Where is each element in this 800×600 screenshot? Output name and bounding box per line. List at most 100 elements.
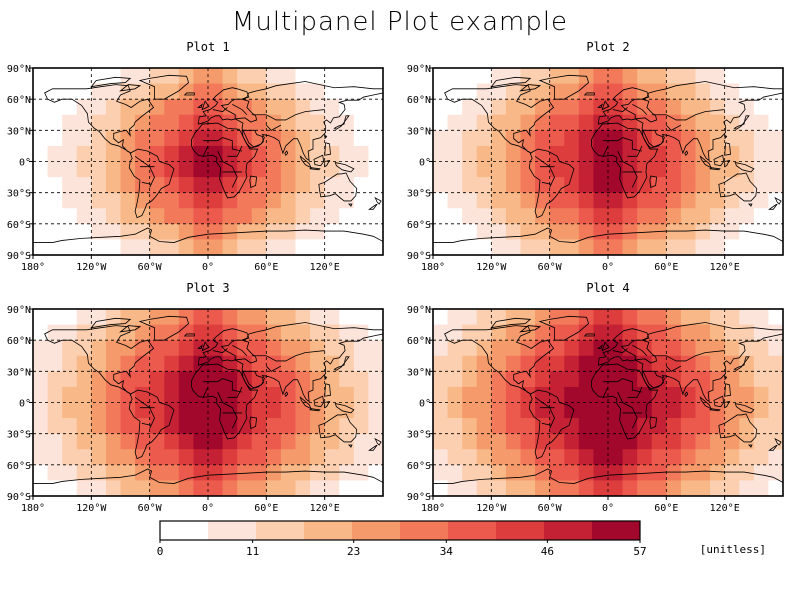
heatmap-cell: [549, 239, 565, 255]
heatmap-cell: [295, 433, 311, 450]
panel-title: Plot 1: [186, 40, 229, 54]
heatmap-cell: [266, 161, 282, 178]
heatmap-cell: [91, 192, 107, 209]
heatmap-cell: [237, 239, 253, 255]
heatmap-cell: [91, 402, 107, 419]
heatmap-cell: [76, 449, 92, 466]
heatmap-cell: [368, 418, 383, 435]
heatmap-cell: [295, 208, 311, 225]
heatmap-cell: [149, 239, 165, 255]
heatmap-cell: [62, 208, 78, 225]
y-tick-label: 90°S: [407, 492, 431, 503]
heatmap-cell: [295, 192, 311, 209]
heatmap-cell: [310, 99, 326, 116]
heatmap-cell: [251, 433, 267, 450]
heatmap-cell: [753, 340, 770, 357]
y-tick-label: 90°N: [407, 305, 431, 316]
heatmap-cell: [47, 355, 63, 372]
heatmap-cell: [505, 464, 522, 482]
heatmap-cell: [637, 83, 653, 100]
heatmap-cell: [564, 239, 580, 255]
heatmap-cell: [222, 480, 238, 496]
heatmap-cell: [135, 68, 151, 85]
heatmap-cell: [695, 177, 711, 194]
heatmap-cell: [251, 464, 267, 482]
heatmap-cell: [120, 449, 136, 466]
heatmap-cell: [724, 177, 740, 194]
heatmap-cell: [520, 161, 536, 178]
heatmap-cell: [62, 355, 78, 372]
heatmap-cell: [280, 99, 297, 116]
heatmap-cell: [724, 114, 740, 131]
heatmap-cell: [549, 402, 565, 419]
heatmap-cell: [651, 371, 667, 388]
heatmap-cell: [608, 418, 624, 435]
heatmap-cell: [622, 208, 638, 225]
heatmap-cell: [280, 402, 297, 419]
heatmap-cell: [447, 130, 463, 147]
heatmap-cell: [710, 208, 726, 225]
heatmap-cell: [520, 433, 536, 450]
heatmap-cell: [447, 355, 463, 372]
heatmap-cell: [710, 68, 726, 85]
heatmap-cell: [535, 130, 551, 147]
heatmap-cell: [135, 309, 151, 326]
heatmap-cell: [578, 324, 595, 341]
heatmap-cell: [564, 83, 580, 100]
heatmap-cell: [47, 418, 63, 435]
heatmap-cell: [193, 192, 209, 209]
heatmap-cell: [251, 130, 267, 147]
heatmap-cell: [62, 480, 78, 496]
heatmap-cell: [476, 309, 492, 326]
heatmap-cell: [724, 130, 740, 147]
heatmap-cell: [520, 68, 536, 85]
heatmap-cell: [62, 386, 78, 404]
heatmap-cell: [237, 480, 253, 496]
heatmap-cell: [462, 223, 478, 241]
heatmap-cell: [47, 161, 63, 178]
heatmap-cell: [237, 386, 253, 404]
heatmap-cell: [295, 418, 311, 435]
heatmap-cell: [593, 324, 609, 341]
heatmap-cell: [76, 309, 92, 326]
heatmap-cell: [149, 130, 165, 147]
heatmap-cell: [535, 161, 551, 178]
heatmap-cell: [622, 309, 638, 326]
heatmap-cell: [62, 99, 78, 116]
heatmap-cell: [491, 130, 507, 147]
heatmap-cell: [266, 177, 282, 194]
heatmap-cell: [76, 83, 92, 100]
heatmap-cell: [564, 340, 580, 357]
heatmap-cell: [666, 239, 682, 255]
heatmap-cell: [47, 464, 63, 482]
heatmap-cell: [135, 386, 151, 404]
heatmap-cell: [695, 386, 711, 404]
heatmap-cell: [33, 99, 49, 116]
heatmap-cell: [62, 145, 78, 163]
heatmap-cell: [105, 192, 122, 209]
heatmap-cell: [520, 114, 536, 131]
heatmap-cell: [447, 83, 463, 100]
heatmap-cell: [33, 449, 49, 466]
heatmap-cell: [608, 480, 624, 496]
heatmap-cell: [564, 68, 580, 85]
heatmap-cell: [564, 402, 580, 419]
heatmap-cell: [433, 355, 449, 372]
heatmap-cell: [33, 83, 49, 100]
heatmap-cell: [578, 177, 595, 194]
heatmap-cell: [353, 480, 370, 496]
heatmap-cell: [578, 208, 595, 225]
heatmap-cell: [651, 223, 667, 241]
heatmap-cell: [76, 340, 92, 357]
heatmap-cell: [724, 371, 740, 388]
heatmap-cell: [353, 371, 370, 388]
heatmap-cell: [164, 324, 180, 341]
heatmap-cell: [651, 402, 667, 419]
heatmap-cell: [695, 433, 711, 450]
heatmap-cell: [208, 239, 224, 255]
heatmap-cell: [564, 192, 580, 209]
heatmap-cell: [33, 145, 49, 163]
heatmap-cell: [33, 386, 49, 404]
heatmap-cell: [164, 145, 180, 163]
heatmap-cell: [520, 309, 536, 326]
